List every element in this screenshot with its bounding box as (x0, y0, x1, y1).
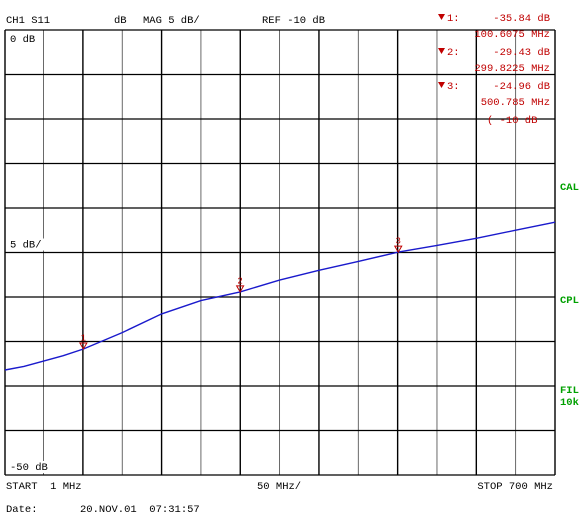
channel-title: CH1 S11 (6, 15, 50, 27)
readout-frequency: 299.8225 MHz (474, 63, 550, 75)
x-start-label: START 1 MHz (6, 481, 82, 493)
marker-number: 2 (237, 276, 242, 286)
date-caption: Date: (6, 504, 38, 515)
readout-triangle (438, 48, 445, 54)
marker-number: 1 (81, 333, 86, 343)
readout-value: -35.84 dB (493, 13, 550, 25)
side-label: 10k (560, 397, 579, 409)
format-label: dB (114, 15, 127, 27)
y-tick-label: 5 dB/ (10, 239, 42, 251)
readout-triangle (438, 14, 445, 20)
readout-triangle (438, 82, 445, 88)
side-label: CPL (560, 295, 579, 307)
scale-label: MAG 5 dB/ (143, 15, 200, 27)
readout-frequency: 100.6075 MHz (474, 29, 550, 41)
readout-frequency: 500.785 MHz (481, 97, 550, 109)
readout-label: 1: (447, 13, 460, 25)
ref-label: REF -10 dB (262, 15, 325, 27)
readout-label: 2: (447, 47, 460, 59)
readout-label: 3: (447, 81, 460, 93)
side-label: CAL (560, 182, 579, 194)
side-label: FIL (560, 385, 579, 397)
readout-value: -24.96 dB (493, 81, 550, 93)
y-label-background (7, 461, 51, 473)
marker-triangle (235, 285, 245, 293)
readout-value: -29.43 dB (493, 47, 550, 59)
y-tick-label: 0 dB (10, 34, 35, 46)
y-label-background (7, 33, 39, 45)
x-stop-label: STOP 700 MHz (477, 481, 553, 493)
marker-number: 3 (396, 237, 401, 247)
x-div-label: 50 MHz/ (257, 481, 301, 493)
marker-triangle (79, 342, 88, 350)
y-label-background (7, 238, 45, 251)
ref-marker-label: ( -10 dB (487, 115, 537, 127)
marker-triangle (393, 245, 403, 254)
y-tick-label: -50 dB (10, 462, 48, 474)
date: 20.NOV.01 07:31:57 (80, 504, 200, 515)
